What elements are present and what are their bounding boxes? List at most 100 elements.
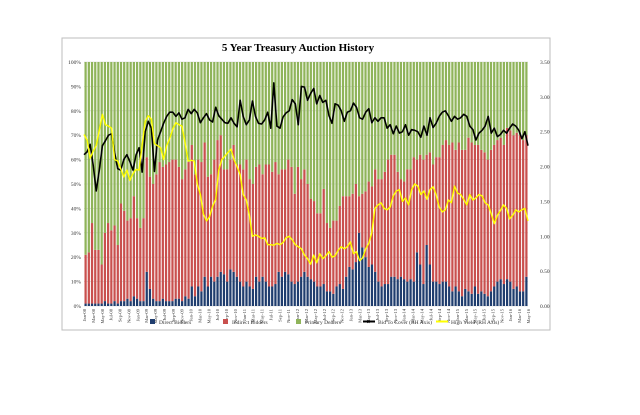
bar-direct bbox=[505, 279, 509, 306]
bar-direct bbox=[222, 274, 226, 306]
bar-direct bbox=[203, 276, 206, 306]
bar-direct bbox=[357, 232, 361, 306]
bar-direct bbox=[412, 281, 415, 306]
bar-direct bbox=[303, 271, 306, 306]
bar-direct bbox=[515, 286, 518, 306]
bar-indirect bbox=[428, 152, 431, 265]
right-tick-label: 2.50 bbox=[540, 130, 550, 136]
x-tick-label: Jul-10 bbox=[215, 308, 220, 320]
bar-direct bbox=[393, 276, 396, 306]
bar-direct bbox=[460, 296, 464, 306]
bar-dealers bbox=[393, 62, 396, 155]
bar-dealers bbox=[312, 62, 316, 202]
x-tick-label: Nov-12 bbox=[340, 308, 345, 323]
bar-dealers bbox=[107, 62, 110, 224]
bar-direct bbox=[261, 276, 264, 306]
bar-direct bbox=[119, 301, 123, 306]
bar-dealers bbox=[251, 62, 255, 184]
x-tick-label: Jan-10 bbox=[189, 308, 194, 321]
bar-direct bbox=[90, 303, 94, 306]
bar-indirect bbox=[277, 174, 280, 272]
bar-dealers bbox=[190, 62, 193, 145]
bar-direct bbox=[319, 286, 322, 306]
left-tick-label: 10% bbox=[71, 280, 82, 286]
bar-direct bbox=[518, 291, 522, 306]
bar-indirect bbox=[438, 157, 441, 285]
bar-dealers bbox=[132, 62, 135, 197]
bar-indirect bbox=[348, 196, 351, 267]
bar-indirect bbox=[454, 149, 457, 287]
bar-dealers bbox=[171, 62, 174, 160]
bar-dealers bbox=[364, 62, 367, 192]
bar-direct bbox=[277, 271, 280, 306]
bar-dealers bbox=[493, 62, 496, 145]
x-tick-label: Nov-11 bbox=[286, 308, 291, 323]
bar-indirect bbox=[280, 169, 283, 277]
bar-direct bbox=[496, 281, 499, 306]
bar-direct bbox=[181, 301, 184, 306]
bar-dealers bbox=[126, 62, 129, 221]
bar-indirect bbox=[216, 140, 219, 277]
bar-dealers bbox=[441, 62, 444, 145]
bar-direct bbox=[361, 247, 364, 306]
bar-dealers bbox=[116, 62, 119, 245]
legend-label: Primary Dealers bbox=[305, 320, 341, 326]
x-tick-label: Mar-10 bbox=[197, 308, 202, 322]
bar-direct bbox=[226, 281, 229, 306]
bar-dealers bbox=[222, 62, 226, 170]
bar-direct bbox=[329, 291, 332, 306]
x-tick-label: Nov-08 bbox=[126, 308, 131, 323]
bar-dealers bbox=[383, 62, 386, 172]
bar-direct bbox=[113, 301, 116, 306]
x-tick-label: May-08 bbox=[100, 308, 105, 323]
x-tick-label: Mar-15 bbox=[464, 308, 469, 322]
bar-indirect bbox=[341, 196, 345, 289]
bar-dealers bbox=[444, 62, 448, 141]
x-tick-label: May-14 bbox=[419, 308, 424, 323]
bar-direct bbox=[107, 303, 110, 306]
bar-direct bbox=[287, 274, 290, 306]
bar-direct bbox=[399, 276, 403, 306]
bar-series-group bbox=[84, 62, 528, 306]
bar-indirect bbox=[123, 210, 126, 302]
bar-dealers bbox=[255, 62, 258, 167]
x-tick-label: Jul-15 bbox=[482, 308, 487, 320]
bar-indirect bbox=[222, 169, 226, 275]
bar-direct bbox=[467, 291, 470, 306]
x-tick-label: Nov-14 bbox=[446, 308, 451, 323]
bar-indirect bbox=[84, 254, 87, 304]
bar-direct bbox=[425, 245, 428, 306]
bar-dealers bbox=[216, 62, 219, 141]
right-tick-label: 3.50 bbox=[540, 60, 550, 66]
bar-dealers bbox=[419, 62, 422, 155]
x-tick-label: Jul-08 bbox=[109, 308, 114, 320]
left-tick-label: 50% bbox=[71, 182, 82, 188]
bar-direct bbox=[168, 301, 171, 306]
bar-indirect bbox=[354, 184, 357, 263]
bar-direct bbox=[197, 286, 200, 306]
bar-indirect bbox=[505, 127, 509, 280]
bar-dealers bbox=[319, 62, 322, 214]
bar-direct bbox=[238, 281, 242, 306]
bar-dealers bbox=[512, 62, 515, 136]
x-tick-label: Nov-13 bbox=[393, 308, 398, 323]
bar-direct bbox=[367, 266, 370, 306]
bar-dealers bbox=[477, 62, 480, 145]
legend-swatch bbox=[150, 319, 155, 324]
bar-dealers bbox=[329, 62, 332, 228]
left-tick-label: 60% bbox=[71, 158, 82, 164]
bar-direct bbox=[493, 286, 496, 306]
bar-indirect bbox=[248, 179, 251, 287]
bar-indirect bbox=[351, 193, 354, 270]
bar-dealers bbox=[431, 62, 435, 165]
bar-dealers bbox=[460, 62, 464, 150]
bar-dealers bbox=[496, 62, 499, 141]
bar-direct bbox=[409, 279, 412, 306]
bar-indirect bbox=[242, 169, 245, 287]
bar-indirect bbox=[290, 166, 293, 282]
bar-indirect bbox=[94, 249, 97, 304]
bar-indirect bbox=[152, 184, 155, 299]
bar-indirect bbox=[499, 137, 502, 280]
bar-dealers bbox=[129, 62, 132, 219]
bar-indirect bbox=[509, 130, 512, 282]
